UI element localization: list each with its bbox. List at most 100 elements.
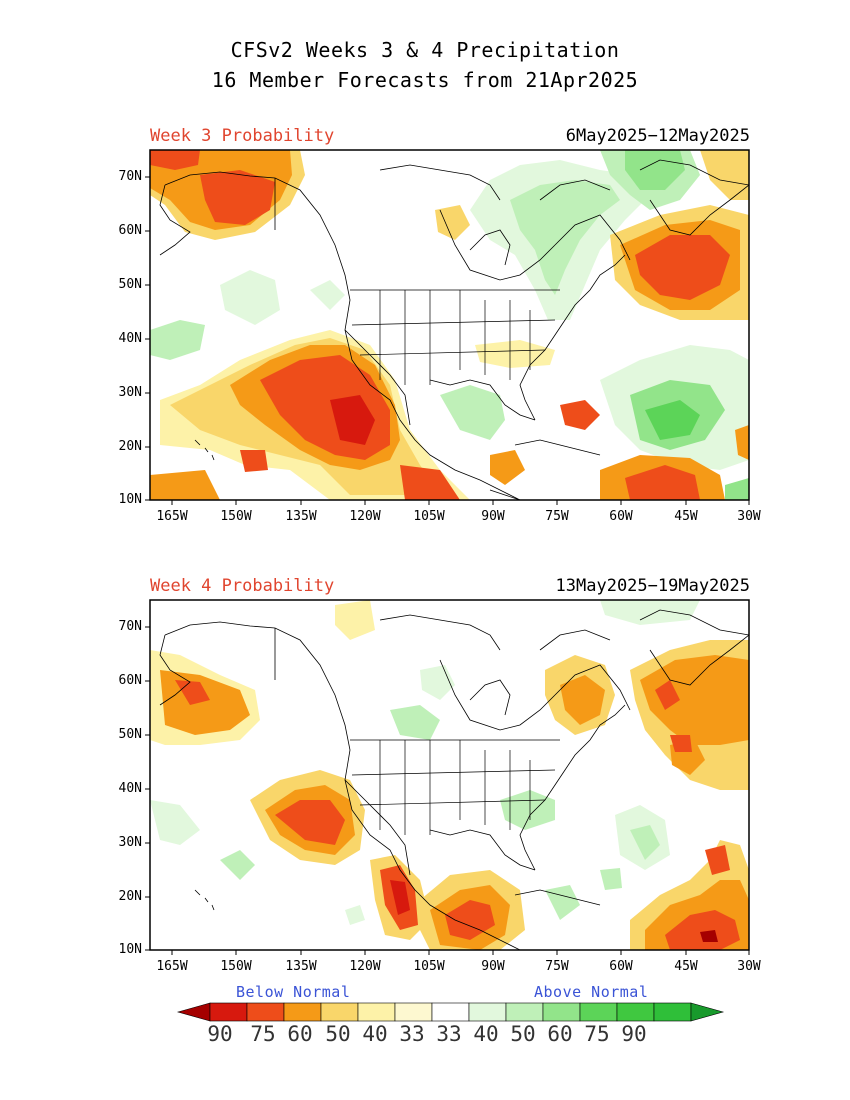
- panel1-lon-45: 45W: [674, 509, 698, 524]
- legend-swatch-8: [505, 1002, 544, 1022]
- panel1-lat-60: 60N: [118, 223, 142, 238]
- panel2-lat-70: 70N: [118, 619, 142, 634]
- legend-value-4: 40: [362, 1022, 388, 1046]
- panel2-lon-45: 45W: [674, 959, 698, 974]
- panel2-lon-150: 150W: [220, 959, 252, 974]
- panel1-us-dry-patch: [475, 340, 555, 368]
- panel2-arctic-wet: [600, 600, 700, 625]
- panel1-lat-30: 30N: [118, 385, 142, 400]
- legend-value-1: 75: [250, 1022, 276, 1046]
- panel2-central-am-dry: [420, 870, 525, 950]
- panel1-lon-90: 90W: [481, 509, 505, 524]
- panel1-lat-70: 70N: [118, 169, 142, 184]
- panel1-lon-30: 30W: [737, 509, 761, 524]
- panel2-lat-10: 10N: [118, 942, 142, 957]
- legend-value-7: 40: [473, 1022, 499, 1046]
- legend-value-0: 90: [207, 1022, 233, 1046]
- legend-colorbar: [176, 1002, 725, 1022]
- panel2-arctic-dry: [335, 600, 375, 640]
- legend-value-5: 33: [399, 1022, 425, 1046]
- panel2-canada-wet-1: [390, 705, 440, 740]
- panel2-pacific-wet-1: [150, 800, 200, 845]
- panel1-lat-50: 50N: [118, 277, 142, 292]
- panel1-lon-120: 120W: [349, 509, 381, 524]
- panel2-lon-120: 120W: [349, 959, 381, 974]
- panel2-caribbean-wet-2: [600, 868, 622, 890]
- panel2-lat-60: 60N: [118, 673, 142, 688]
- panel2-lat-30: 30N: [118, 835, 142, 850]
- legend-value-10: 75: [584, 1022, 610, 1046]
- panel1-frame: [149, 149, 750, 501]
- legend-value-3: 50: [325, 1022, 351, 1046]
- panel1-hudson-dry-patch: [435, 205, 470, 240]
- panel1-central-am-dry: [490, 450, 525, 485]
- legend-swatch-12: [653, 1002, 692, 1022]
- panel2-pacific-wet-3: [345, 905, 365, 925]
- panel2-lon-60: 60W: [609, 959, 633, 974]
- panel2-quebec-dry: [545, 655, 615, 735]
- panel2-lat-40: 40N: [118, 781, 142, 796]
- panel1-lon-60: 60W: [609, 509, 633, 524]
- panel2-pacific-dry: [250, 770, 365, 865]
- legend-above-normal: Above Normal: [534, 983, 649, 1001]
- legend-value-6: 33: [436, 1022, 462, 1046]
- panel1-state-borders: [350, 289, 560, 385]
- legend-swatch-10: [579, 1002, 618, 1022]
- panel1-lat-10: 10N: [118, 492, 142, 507]
- panel1-alaska-dry: [150, 150, 305, 240]
- legend-swatch-6: [431, 1002, 470, 1022]
- chart-title-line1: CFSv2 Weeks 3 & 4 Precipitation: [230, 38, 620, 62]
- panel1-map: [150, 150, 749, 500]
- panel1-pacific-dry: [150, 330, 470, 500]
- panel1-ticks: [145, 176, 750, 505]
- panel2-dates: 13May2025−19May2025: [555, 576, 750, 596]
- panel2-atlantic-wet-2: [630, 825, 660, 860]
- legend-value-9: 60: [547, 1022, 573, 1046]
- legend-swatch-5: [357, 1002, 396, 1022]
- legend-swatch-9: [542, 1002, 581, 1022]
- panel1-pacific-wet-1: [150, 320, 205, 360]
- panel1-south-dry: [560, 400, 749, 500]
- panel1-lon-105: 105W: [413, 509, 445, 524]
- legend-swatch-1: [209, 1002, 248, 1022]
- legend-swatch-4: [320, 1002, 359, 1022]
- panel1-lat-40: 40N: [118, 331, 142, 346]
- panel2-lon-90: 90W: [481, 959, 505, 974]
- panel1-atlantic-wet: [600, 345, 749, 500]
- panel1-lon-75: 75W: [545, 509, 569, 524]
- panel2-south-dry: [630, 840, 749, 950]
- panel2-alaska-dry: [150, 650, 260, 745]
- panel2-lon-105: 105W: [413, 959, 445, 974]
- legend-swatch-5b: [394, 1002, 433, 1022]
- panel1-pacific-wet-2: [220, 270, 280, 325]
- panel2-coastlines: [159, 609, 749, 950]
- legend-value-8: 50: [510, 1022, 536, 1046]
- legend-swatch-11: [616, 1002, 655, 1022]
- panel1-lon-165: 165W: [156, 509, 188, 524]
- panel1-lon-150: 150W: [220, 509, 252, 524]
- legend-swatch-2: [246, 1002, 285, 1022]
- panel2-lat-50: 50N: [118, 727, 142, 742]
- panel1-atlantic-dry: [610, 150, 749, 320]
- panel1-canada-wet: [470, 150, 700, 320]
- panel1-lat-20: 20N: [118, 439, 142, 454]
- chart-title-line2: 16 Member Forecasts from 21Apr2025: [211, 68, 639, 92]
- legend-below-normal: Below Normal: [236, 983, 351, 1001]
- panel1-lon-135: 135W: [285, 509, 317, 524]
- legend-swatch-7: [468, 1002, 507, 1022]
- panel2-map: [150, 600, 749, 950]
- legend-value-2: 60: [287, 1022, 313, 1046]
- panel1-pacific-wet-3: [310, 280, 345, 310]
- panel1-gulf-wet: [440, 385, 505, 440]
- panel2-frame: [149, 599, 750, 951]
- panel2-lon-75: 75W: [545, 959, 569, 974]
- panel2-lon-30: 30W: [737, 959, 761, 974]
- panel2-pacific-wet-2: [220, 850, 255, 880]
- panel2-label: Week 4 Probability: [150, 576, 335, 596]
- panel1-coastlines: [159, 159, 749, 500]
- panel2-lat-20: 20N: [118, 889, 142, 904]
- panel2-lon-165: 165W: [156, 959, 188, 974]
- legend-swatch-3: [283, 1002, 322, 1022]
- panel2-ticks: [145, 626, 750, 955]
